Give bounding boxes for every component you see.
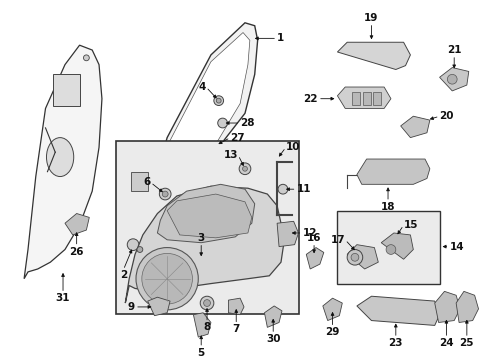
Polygon shape (439, 68, 468, 91)
Circle shape (346, 249, 362, 265)
Polygon shape (65, 213, 89, 235)
Polygon shape (167, 194, 251, 238)
Polygon shape (193, 313, 210, 337)
Polygon shape (373, 92, 381, 104)
Text: 13: 13 (223, 150, 238, 160)
Circle shape (137, 247, 142, 252)
Text: 14: 14 (448, 242, 463, 252)
Polygon shape (322, 298, 342, 320)
Circle shape (136, 248, 198, 310)
Text: 21: 21 (446, 45, 461, 55)
Circle shape (242, 166, 247, 171)
Polygon shape (147, 297, 170, 316)
Polygon shape (131, 172, 147, 191)
Polygon shape (142, 23, 257, 274)
Text: 15: 15 (403, 220, 417, 230)
Text: 11: 11 (296, 184, 310, 194)
Text: 25: 25 (459, 338, 473, 348)
Text: 17: 17 (330, 235, 345, 245)
Circle shape (83, 55, 89, 61)
Text: 31: 31 (56, 293, 70, 303)
Text: 27: 27 (230, 132, 244, 143)
Text: 7: 7 (232, 324, 240, 334)
Bar (115, 140, 298, 314)
Polygon shape (24, 45, 102, 279)
Polygon shape (157, 184, 254, 243)
Polygon shape (337, 87, 390, 108)
Polygon shape (337, 42, 409, 69)
Circle shape (159, 188, 171, 200)
Circle shape (203, 300, 210, 306)
Circle shape (447, 75, 456, 84)
Bar (337, 211, 439, 284)
Polygon shape (434, 291, 459, 323)
Text: 24: 24 (438, 338, 453, 348)
Text: 5: 5 (197, 348, 204, 358)
Polygon shape (228, 298, 244, 315)
Polygon shape (147, 256, 279, 263)
Text: 18: 18 (380, 202, 394, 212)
Polygon shape (400, 116, 429, 138)
Text: 6: 6 (143, 177, 150, 187)
Polygon shape (455, 291, 478, 323)
Circle shape (350, 253, 358, 261)
Circle shape (217, 118, 227, 128)
Polygon shape (356, 159, 429, 184)
Text: 3: 3 (197, 233, 204, 243)
Text: 19: 19 (364, 13, 378, 23)
Circle shape (386, 245, 395, 255)
Text: 29: 29 (325, 327, 339, 337)
Text: 22: 22 (303, 94, 317, 104)
Text: 1: 1 (277, 33, 284, 43)
Circle shape (142, 253, 192, 304)
Text: 8: 8 (203, 323, 210, 333)
Polygon shape (125, 186, 284, 303)
Text: 2: 2 (120, 270, 127, 280)
Polygon shape (147, 32, 249, 266)
Polygon shape (381, 233, 412, 259)
Polygon shape (305, 248, 323, 269)
Polygon shape (277, 221, 298, 247)
Circle shape (278, 184, 287, 194)
Text: 9: 9 (128, 302, 135, 312)
Text: 28: 28 (240, 118, 254, 128)
Text: 12: 12 (302, 228, 316, 238)
Polygon shape (264, 306, 282, 327)
Circle shape (200, 296, 213, 310)
Text: 20: 20 (439, 111, 453, 121)
Text: 10: 10 (285, 142, 300, 152)
Polygon shape (53, 75, 80, 107)
Polygon shape (351, 92, 359, 104)
Text: 30: 30 (265, 334, 280, 344)
Circle shape (239, 163, 250, 175)
Text: 26: 26 (69, 247, 84, 257)
Circle shape (162, 191, 168, 197)
Text: 16: 16 (306, 233, 321, 243)
Text: 4: 4 (198, 82, 205, 92)
Polygon shape (362, 92, 370, 104)
Text: 23: 23 (388, 338, 402, 348)
Circle shape (127, 239, 139, 251)
Polygon shape (346, 245, 378, 269)
Ellipse shape (46, 138, 74, 176)
Circle shape (213, 96, 223, 105)
Polygon shape (356, 296, 439, 325)
Circle shape (216, 98, 221, 103)
